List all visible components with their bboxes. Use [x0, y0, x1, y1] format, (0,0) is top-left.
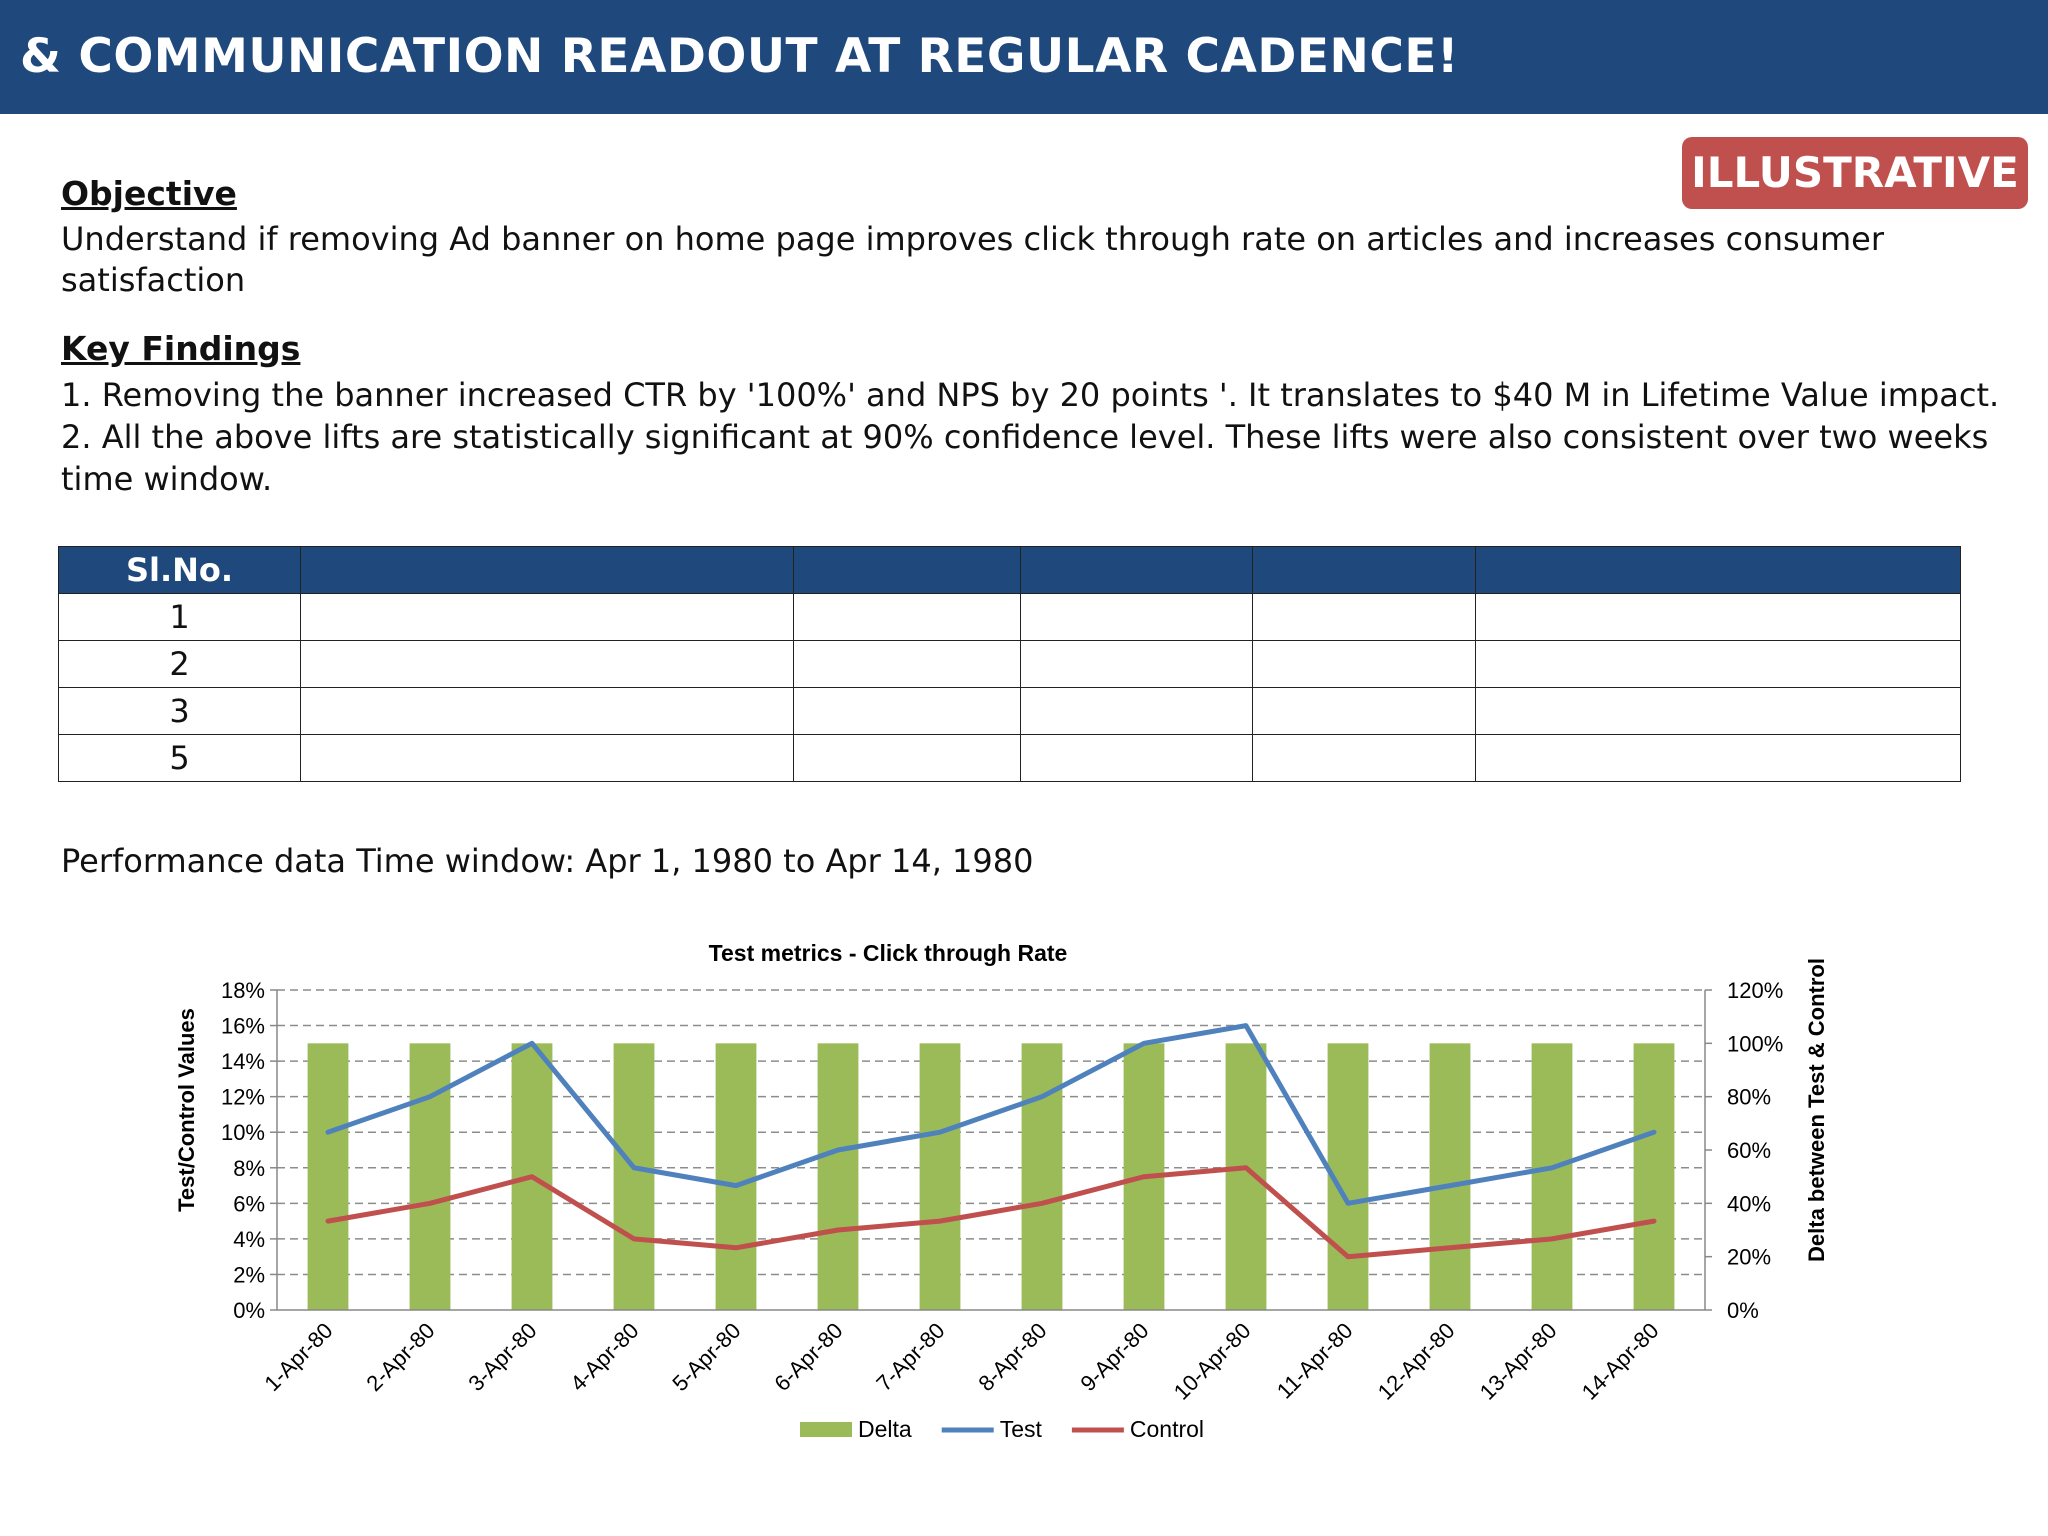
table-row: 5: [58, 734, 1961, 782]
delta-bar: [1531, 1043, 1573, 1310]
table-header-cell: [1475, 546, 1961, 594]
y-tick-label: 8%: [233, 1156, 265, 1181]
delta-bar: [1225, 1043, 1267, 1310]
delta-bar: [715, 1043, 757, 1310]
table-header-cell: [1252, 546, 1476, 594]
delta-bar: [1021, 1043, 1063, 1310]
y-tick-label: 14%: [221, 1049, 265, 1074]
x-tick-label: 14-Apr-80: [1577, 1318, 1664, 1405]
x-tick-label: 2-Apr-80: [361, 1318, 439, 1396]
table-cell: 3: [58, 687, 301, 735]
x-tick-label: 9-Apr-80: [1075, 1318, 1153, 1396]
x-tick-label: 8-Apr-80: [973, 1318, 1051, 1396]
summary-table: Sl.No. 1 2 3: [58, 546, 1961, 782]
x-tick-label: 13-Apr-80: [1475, 1318, 1562, 1405]
y-tick-label: 2%: [233, 1262, 265, 1287]
table-header-row: Sl.No.: [58, 546, 1961, 594]
table-cell: [300, 593, 794, 641]
time-window-text: Performance data Time window: Apr 1, 198…: [61, 842, 1034, 880]
y2-tick-label: 60%: [1727, 1138, 1771, 1163]
y2-axis-label: Delta between Test & Control: [1804, 958, 1829, 1262]
delta-bar: [919, 1043, 961, 1310]
delta-bar: [817, 1043, 859, 1310]
y-tick-label: 16%: [221, 1014, 265, 1039]
x-tick-label: 1-Apr-80: [259, 1318, 337, 1396]
slide-header: & COMMUNICATION READOUT AT REGULAR CADEN…: [0, 0, 2048, 114]
y-axis-label: Test/Control Values: [174, 1008, 199, 1212]
table-cell: 1: [58, 593, 301, 641]
control-legend-label: Control: [1130, 1416, 1204, 1442]
objective-heading: Objective: [61, 174, 237, 213]
x-tick-label: 10-Apr-80: [1169, 1318, 1256, 1405]
table-header-cell: [300, 546, 794, 594]
y-tick-label: 12%: [221, 1085, 265, 1110]
table-header-cell: [793, 546, 1021, 594]
control-series-line: [325, 1165, 1657, 1260]
objective-line-1: Understand if removing Ad banner on home…: [61, 220, 1884, 258]
objective-line-2: satisfaction: [61, 261, 246, 299]
table-cell: [300, 640, 794, 688]
y-tick-label: 0%: [233, 1298, 265, 1323]
y2-tick-label: 0%: [1727, 1298, 1759, 1323]
x-tick-label: 12-Apr-80: [1373, 1318, 1460, 1405]
table-cell: 5: [58, 734, 301, 782]
x-tick-label: 4-Apr-80: [565, 1318, 643, 1396]
table-row: 2: [58, 640, 1961, 688]
table-cell: [300, 687, 794, 735]
table-cell: [1475, 640, 1961, 688]
y2-tick-label: 40%: [1727, 1191, 1771, 1216]
table-cell: [1020, 734, 1253, 782]
table-cell: [1252, 640, 1476, 688]
illustrative-badge: ILLUSTRATIVE: [1682, 137, 2028, 209]
ctr-chart: Test metrics - Click through Rate Test/C…: [174, 940, 1829, 1442]
delta-bar: [1429, 1043, 1471, 1310]
table-cell: 2: [58, 640, 301, 688]
table-cell: [793, 734, 1021, 782]
x-tick-label: 5-Apr-80: [667, 1318, 745, 1396]
delta-bar: [613, 1043, 655, 1310]
delta-legend-swatch: [800, 1422, 852, 1437]
x-tick-label: 11-Apr-80: [1272, 1318, 1358, 1404]
y2-tick-label: 80%: [1727, 1085, 1771, 1110]
table-cell: [1475, 687, 1961, 735]
table-cell: [1475, 593, 1961, 641]
table-cell: [1252, 687, 1476, 735]
table-cell: [793, 640, 1021, 688]
x-tick-label: 7-Apr-80: [871, 1318, 949, 1396]
table-header-cell: [1020, 546, 1253, 594]
y-tick-label: 18%: [221, 978, 265, 1003]
table-cell: [793, 593, 1021, 641]
y-tick-label: 10%: [221, 1120, 265, 1145]
y-tick-label: 4%: [233, 1227, 265, 1252]
test-series-line: [325, 1023, 1657, 1206]
delta-bar: [307, 1043, 349, 1310]
finding-2: 2. All the above lifts are statistically…: [61, 418, 1989, 456]
table-cell: [1020, 640, 1253, 688]
key-findings-heading: Key Findings: [61, 329, 301, 368]
table-row: 3: [58, 687, 1961, 735]
x-tick-label: 3-Apr-80: [463, 1318, 541, 1396]
test-legend-label: Test: [1000, 1416, 1043, 1442]
delta-bar: [1633, 1043, 1675, 1310]
finding-1: 1. Removing the banner increased CTR by …: [61, 376, 2000, 414]
table-cell: [1020, 687, 1253, 735]
y2-tick-label: 100%: [1727, 1031, 1783, 1056]
table-cell: [300, 734, 794, 782]
chart-title: Test metrics - Click through Rate: [709, 940, 1068, 966]
table-cell: [1252, 734, 1476, 782]
delta-legend-label: Delta: [858, 1416, 912, 1442]
y-tick-label: 6%: [233, 1191, 265, 1216]
table-cell: [1020, 593, 1253, 641]
slide-title: & COMMUNICATION READOUT AT REGULAR CADEN…: [20, 29, 1459, 84]
x-tick-label: 6-Apr-80: [769, 1318, 847, 1396]
y2-tick-label: 120%: [1727, 978, 1783, 1003]
y2-tick-label: 20%: [1727, 1245, 1771, 1270]
table-cell: [1475, 734, 1961, 782]
table-header-cell: Sl.No.: [58, 546, 301, 594]
table-cell: [1252, 593, 1476, 641]
table-cell: [793, 687, 1021, 735]
delta-bar: [409, 1043, 451, 1310]
finding-2-continued: time window.: [61, 460, 273, 498]
table-row: 1: [58, 593, 1961, 641]
